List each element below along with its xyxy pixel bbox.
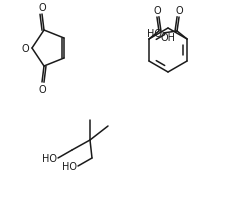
Text: O: O <box>38 3 46 13</box>
Text: HO: HO <box>42 153 57 163</box>
Text: O: O <box>175 6 183 16</box>
Text: HO: HO <box>147 29 162 39</box>
Text: HO: HO <box>62 161 77 171</box>
Text: O: O <box>153 6 161 16</box>
Text: OH: OH <box>161 33 176 43</box>
Text: O: O <box>38 85 46 95</box>
Text: O: O <box>21 44 29 54</box>
